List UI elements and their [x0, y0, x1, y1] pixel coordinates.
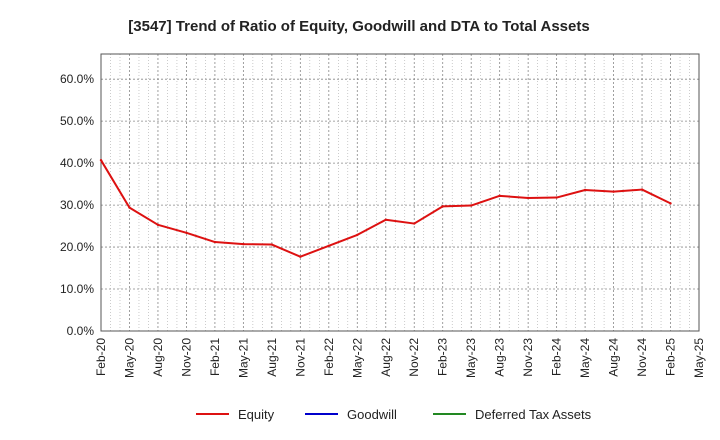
- legend-label: Equity: [238, 407, 275, 422]
- data-point: [413, 222, 416, 225]
- x-tick-label: Nov-23: [521, 338, 535, 377]
- y-tick-label: 0.0%: [67, 324, 95, 338]
- x-tick-label: May-23: [464, 338, 478, 378]
- x-tick-label: May-20: [122, 338, 136, 378]
- y-tick-label: 20.0%: [60, 240, 94, 254]
- data-point: [441, 205, 444, 208]
- y-tick-label: 50.0%: [60, 114, 94, 128]
- x-tick-label: Feb-22: [322, 338, 336, 376]
- y-tick-label: 60.0%: [60, 72, 94, 86]
- data-point: [99, 158, 103, 162]
- axis-layer: 0.0% 10.0% 20.0% 30.0% 40.0% 50.0% 60.0% Feb-20…: [60, 53, 706, 378]
- legend-label: Goodwill: [347, 407, 397, 422]
- x-tick-label: May-21: [236, 338, 250, 378]
- x-tick-label: Aug-23: [493, 338, 507, 377]
- x-tick-label: Nov-24: [635, 338, 649, 377]
- data-point: [640, 188, 644, 191]
- data-point: [669, 202, 672, 205]
- data-point: [156, 223, 160, 227]
- y-tick-label: 40.0%: [60, 156, 94, 170]
- data-point: [213, 240, 217, 244]
- data-point: [242, 242, 245, 246]
- data-point: [299, 255, 302, 258]
- grid-layer: [100, 54, 700, 332]
- legend-label: Deferred Tax Assets: [475, 407, 592, 422]
- data-point: [128, 206, 131, 209]
- x-tick-label: Feb-21: [208, 338, 222, 376]
- x-tick-label: Feb-25: [664, 338, 678, 376]
- data-point: [384, 218, 387, 221]
- x-tick-label: Aug-20: [151, 338, 165, 377]
- data-point: [356, 233, 359, 237]
- data-point: [270, 243, 274, 246]
- data-point: [498, 194, 501, 198]
- x-tick-label: Nov-21: [293, 338, 307, 377]
- x-tick-label: May-25: [692, 338, 706, 378]
- plot-frame: [100, 53, 700, 332]
- x-tick-label: Aug-24: [607, 338, 621, 377]
- data-point: [327, 244, 331, 248]
- x-tick-label: Aug-22: [379, 338, 393, 377]
- x-tick-label: Feb-23: [436, 338, 450, 376]
- x-tick-label: Nov-20: [179, 338, 193, 377]
- x-tick-label: Feb-20: [94, 338, 108, 376]
- x-tick-label: May-22: [350, 338, 364, 378]
- data-point: [583, 188, 587, 192]
- data-point: [526, 196, 530, 200]
- data-point: [469, 204, 473, 207]
- chart-title: [3547] Trend of Ratio of Equity, Goodwil…: [128, 18, 589, 35]
- x-tick-label: Nov-22: [407, 338, 421, 377]
- x-tick-label: Feb-24: [550, 338, 564, 376]
- data-point: [185, 231, 188, 234]
- data-point: [555, 196, 558, 199]
- x-tick-label: Aug-21: [265, 338, 279, 377]
- x-tick-label: May-24: [578, 338, 592, 378]
- series-layer: [99, 158, 672, 258]
- y-tick-label: 30.0%: [60, 198, 94, 212]
- legend: Equity Goodwill Deferred Tax Assets: [196, 407, 592, 422]
- y-tick-label: 10.0%: [60, 282, 94, 296]
- data-point: [612, 190, 615, 193]
